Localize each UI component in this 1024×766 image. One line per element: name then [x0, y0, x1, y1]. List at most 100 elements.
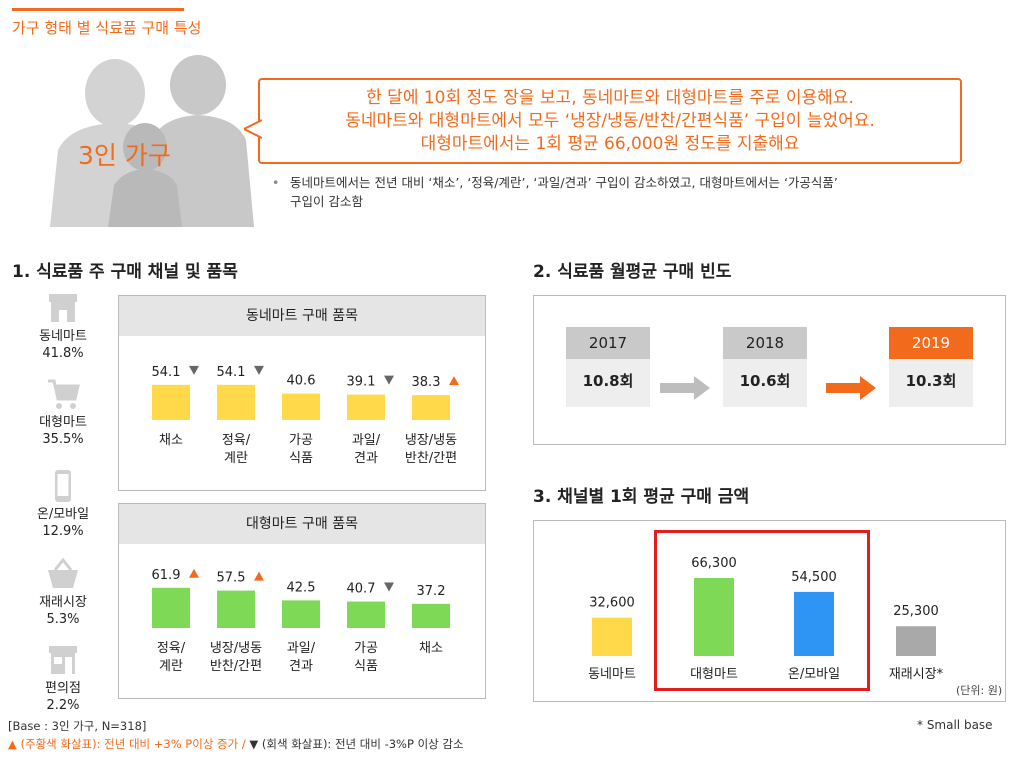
channel-name: 온/모바일 [36, 507, 90, 522]
category-label: 식품 [289, 451, 313, 466]
data-label: 39.1 [347, 375, 376, 390]
category-label: 온/모바일 [788, 667, 840, 682]
channel-hypermarket: 대형마트 35.5% [8, 376, 118, 448]
bubble-line: 대형마트에서는 1회 평균 66,000원 정도를 지출해요 [420, 134, 800, 154]
data-label: 57.5 [217, 571, 246, 586]
data-label: 38.3 [412, 375, 441, 390]
channel-convenience-store: 편의점 2.2% [8, 642, 118, 714]
trend-down-icon [189, 365, 199, 375]
trend-up-icon [254, 571, 264, 581]
year-value: 10.3회 [889, 359, 973, 407]
neighborhood-mart-chart: 54.1 채소 54.1 정육/계란 40.6 가공식품 39.1 과일/견과 38.3 냉장/냉… [152, 365, 459, 466]
up-arrow-note: ▲ (주황색 화살표): 전년 대비 +3% P이상 증가 / [8, 737, 246, 751]
title-underline [12, 8, 184, 11]
bar [694, 578, 734, 656]
panel-title: 동네마트 구매 품목 [119, 296, 485, 336]
trend-down-icon [384, 582, 394, 592]
category-label: 가공 [289, 433, 313, 448]
trend-up-icon [189, 568, 199, 578]
section-1-title: 1. 식료품 주 구매 채널 및 품목 [12, 262, 238, 282]
category-label: 동네마트 [588, 667, 636, 682]
section-3-title: 3. 채널별 1회 평균 구매 금액 [533, 487, 750, 507]
category-label: 반찬/간편 [210, 659, 262, 674]
arrow-right-icon [826, 376, 876, 400]
channel-pct: 35.5% [42, 432, 84, 447]
data-label: 32,600 [589, 596, 635, 611]
channel-name: 재래시장 [39, 595, 87, 610]
category-label: 재래시장* [889, 667, 944, 682]
channel-neighborhood-mart: 동네마트 41.8% [8, 290, 118, 362]
bar [347, 394, 385, 420]
cart-icon [48, 379, 80, 409]
page-title: 가구 형태 별 식료품 구매 특성 [12, 19, 202, 37]
category-label: 계란 [224, 451, 248, 466]
year-value: 10.8회 [566, 359, 650, 407]
category-label: 정육/ [222, 433, 251, 448]
category-label: 채소 [419, 641, 443, 656]
category-label: 반찬/간편 [405, 451, 457, 466]
data-label: 42.5 [287, 580, 316, 595]
highlight-box [654, 530, 870, 691]
small-base-note: * Small base [917, 718, 993, 732]
category-label: 가공 [354, 641, 378, 656]
data-label: 61.9 [152, 568, 181, 583]
bar [412, 603, 450, 628]
trend-up-icon [449, 376, 459, 386]
bar [592, 617, 632, 656]
family-type-label: 3인 가구 [78, 141, 171, 170]
year-label: 2018 [723, 327, 807, 359]
year-box-2019: 2019 10.3회 [889, 327, 973, 407]
data-label: 54.1 [217, 365, 246, 380]
bar [282, 393, 320, 420]
channel-online-mobile: 온/모바일 12.9% [8, 468, 118, 540]
note-line: 구입이 감소함 [290, 194, 363, 209]
bar [794, 591, 834, 656]
bar [217, 384, 255, 420]
category-label: 식품 [354, 659, 378, 674]
year-value: 10.6회 [723, 359, 807, 407]
category-label: 냉장/냉동 [210, 641, 262, 656]
hypermarket-panel: 대형마트 구매 품목 61.9 정육/계란 57.5 냉장/냉동 반찬/간편 42.5 과일… [118, 503, 486, 699]
arrow-right-icon [660, 376, 710, 400]
data-label: 40.6 [287, 374, 316, 389]
note-line: 동네마트에서는 전년 대비 ‘채소’, ‘정육/계란’, ‘과일/견과’ 구입이… [290, 175, 838, 190]
store-icon [49, 294, 77, 322]
channel-legend: 동네마트 41.8% 대형마트 35.5% 온/모바일 12.9% 재래시장 5… [8, 290, 118, 713]
phone-icon [55, 470, 71, 502]
bar [152, 384, 190, 420]
summary-note: • 동네마트에서는 전년 대비 ‘채소’, ‘정육/계란’, ‘과일/견과’ 구… [272, 173, 972, 211]
data-label: 37.2 [417, 584, 446, 599]
data-label: 54.1 [152, 365, 181, 380]
bubble-line: 한 달에 10회 정도 장을 보고, 동네마트와 대형마트를 주로 이용해요. [366, 88, 854, 108]
bubble-line: 동네마트와 대형마트에서 모두 ‘냉장/냉동/반찬/간편식품’ 구입이 늘었어요… [345, 111, 875, 131]
bullet-icon: • [272, 175, 280, 190]
channel-traditional-market: 재래시장 5.3% [8, 556, 118, 628]
year-label: 2019 [889, 327, 973, 359]
section-2-title: 2. 식료품 월평균 구매 빈도 [533, 262, 732, 282]
channel-name: 편의점 [45, 681, 81, 696]
category-label: 견과 [354, 451, 378, 466]
data-label: 54,500 [791, 570, 837, 585]
basket-icon [48, 557, 78, 588]
category-label: 견과 [289, 659, 313, 674]
neighborhood-mart-panel: 동네마트 구매 품목 54.1 채소 54.1 정육/계란 40.6 가공 식품 39.1 과일… [118, 295, 486, 491]
category-label: 계란 [159, 659, 183, 674]
family-silhouette-icon [40, 55, 258, 227]
bar [282, 600, 320, 628]
unit-label: (단위: 원) [956, 684, 1003, 697]
channel-name: 동네마트 [39, 329, 87, 344]
bar [412, 395, 450, 420]
trend-down-icon [384, 375, 394, 385]
year-box-2017: 2017 10.8회 [566, 327, 650, 407]
bubble-tail [244, 119, 262, 139]
trend-down-icon [254, 365, 264, 375]
bar [896, 626, 936, 656]
convenience-store-icon [49, 646, 77, 674]
bar [152, 587, 190, 628]
bar [347, 601, 385, 628]
year-box-2018: 2018 10.6회 [723, 327, 807, 407]
category-label: 채소 [159, 433, 183, 448]
arrow-legend: ▲ (주황색 화살표): 전년 대비 +3% P이상 증가 / ▼ (회색 화살… [8, 736, 464, 752]
speech-bubble: 한 달에 10회 정도 장을 보고, 동네마트와 대형마트를 주로 이용해요. … [258, 78, 962, 164]
